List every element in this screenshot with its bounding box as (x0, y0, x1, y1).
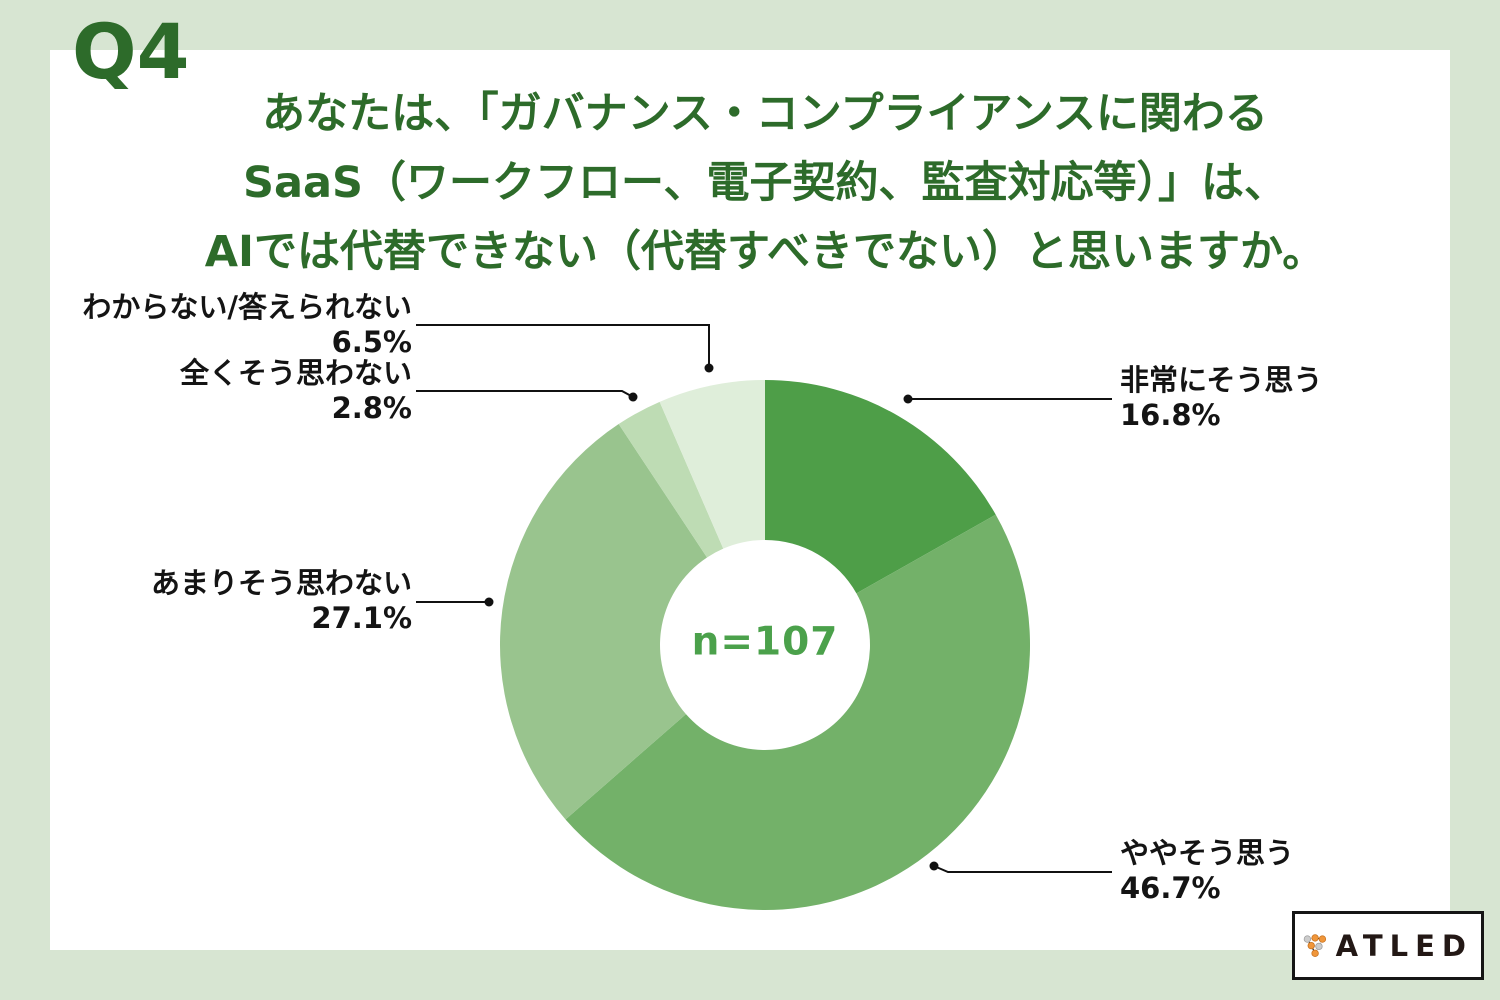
pie-slice-3 (618, 401, 724, 558)
segment-value-not-at-all: 2.8% (331, 391, 412, 425)
pie-slice-1 (565, 514, 1031, 911)
callout-not-at-all: 全くそう思わない 2.8% (180, 356, 412, 426)
segment-value-somewhat-agree: 46.7% (1120, 871, 1221, 905)
callout-line-somewhat-agree (933, 865, 1112, 873)
question-title: あなたは、「ガバナンス・コンプライアンスに関わる SaaS（ワークフロー、電子契… (15, 80, 1500, 287)
atled-logo-mark (1303, 933, 1327, 957)
segment-label-not-really: あまりそう思わない (150, 566, 412, 600)
segment-value-dont-know: 6.5% (331, 325, 412, 359)
pie-slice-0 (765, 380, 996, 594)
segment-value-not-really: 27.1% (311, 601, 412, 635)
segment-label-not-at-all: 全くそう思わない (179, 356, 412, 390)
callout-dot-dont-know (704, 363, 714, 373)
callout-line-not-at-all (416, 390, 634, 398)
atled-logo: ATLED (1292, 911, 1484, 980)
callout-somewhat-agree: ややそう思う 46.7% (1120, 836, 1294, 906)
donut-slices (499, 380, 1031, 911)
segment-label-dont-know: わからない/答えられない (82, 290, 412, 324)
segment-label-very-agree: 非常にそう思う (1120, 363, 1323, 397)
callout-line-dont-know (416, 324, 710, 368)
sample-size-label: n=107 (691, 619, 839, 665)
pie-slice-4 (659, 380, 765, 549)
segment-value-very-agree: 16.8% (1120, 398, 1221, 432)
question-title-line-2: SaaS（ワークフロー、電子契約、監査対応等）」は、 (242, 158, 1288, 208)
atled-logo-text: ATLED (1335, 928, 1473, 963)
callout-dots (484, 363, 939, 871)
callout-dot-not-at-all (628, 392, 638, 402)
callout-not-really: あまりそう思わない 27.1% (151, 566, 412, 636)
question-badge: Q4 (72, 7, 190, 96)
question-title-line-1: あなたは、「ガバナンス・コンプライアンスに関わる (262, 89, 1268, 139)
callout-dot-somewhat-agree (929, 861, 939, 871)
callout-very-agree: 非常にそう思う 16.8% (1120, 363, 1322, 433)
callout-dont-know: わからない/答えられない 6.5% (82, 290, 412, 360)
question-title-line-3: AIでは代替できない（代替すべきでない）と思いますか。 (204, 227, 1326, 277)
callout-dot-not-really (484, 597, 494, 607)
callout-dot-very-agree (903, 394, 913, 404)
segment-label-somewhat-agree: ややそう思う (1120, 836, 1295, 870)
pie-slice-2 (499, 424, 708, 820)
